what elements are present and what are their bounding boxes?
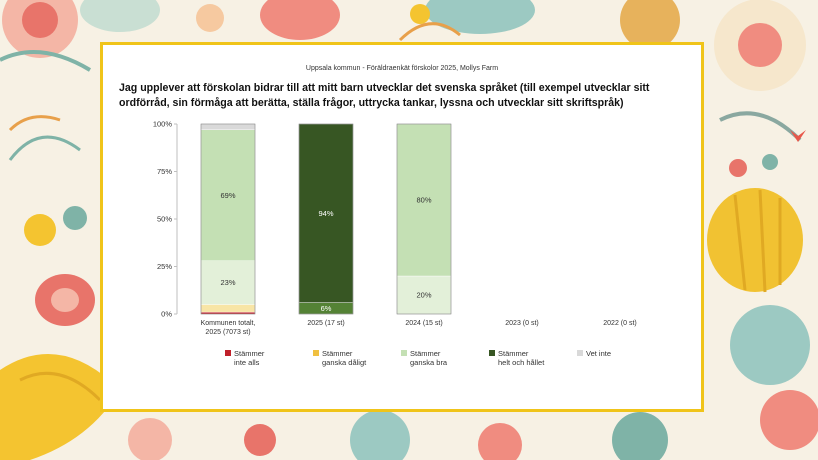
data-label: 20%: [416, 291, 431, 300]
x-tick-label: 2025 (7073 st): [205, 329, 250, 336]
x-tick-label: Kommunen totalt,: [201, 320, 256, 327]
legend-label: Stämmer: [234, 349, 265, 358]
y-tick-label: 25%: [157, 262, 172, 271]
legend-label: helt och hållet: [498, 358, 545, 367]
bar-segment: [200, 260, 256, 305]
legend-item: Stämmer helt och hållet: [489, 349, 544, 367]
legend-label: ganska bra: [410, 358, 448, 367]
legend-swatch: [489, 350, 495, 356]
y-tick-label: 0%: [161, 310, 172, 319]
bar-segment: [200, 304, 256, 313]
x-tick-label: 2024 (15 st): [405, 320, 442, 327]
bar-outline: [298, 123, 354, 315]
bar-segment: [396, 275, 452, 315]
bar-outline: [396, 123, 452, 315]
bar-segment: [396, 123, 452, 277]
decor-top-right-blossom-icon: [620, 0, 806, 142]
legend-item: Vet inte: [577, 349, 611, 358]
legend-label: Stämmer: [410, 349, 441, 358]
y-tick-label: 100%: [153, 120, 173, 129]
data-label: 80%: [416, 196, 431, 205]
chart-slide: Uppsala kommun - Föräldraenkät förskolor…: [100, 42, 704, 412]
legend-label: Stämmer: [498, 349, 529, 358]
legend-label: Vet inte: [586, 349, 612, 358]
decor-bottom-left-bird-icon: [0, 354, 172, 460]
chart-subtitle: Uppsala kommun - Föräldraenkät förskolor…: [305, 65, 499, 72]
data-label: 69%: [220, 191, 235, 200]
data-label: 94%: [318, 209, 333, 218]
decor-top-left-flower-icon: [0, 0, 160, 72]
data-label: 6%: [321, 304, 332, 313]
stacked-bar-chart: 0% 25% 50% 75% 100% 23% 69% Kommunen totalt, 202…: [153, 120, 637, 337]
legend-item: Stämmer ganska dåligt: [313, 349, 366, 367]
y-tick-label: 50%: [157, 215, 172, 224]
legend-swatch: [313, 350, 319, 356]
decor-right-pumpkin-icon: [707, 130, 818, 450]
x-tick-label: 2022 (0 st): [603, 320, 636, 327]
bar-segment: [200, 123, 256, 130]
bar-segment: [298, 123, 354, 303]
legend-label: ganska dåligt: [322, 358, 367, 367]
legend-label: inte alls: [234, 358, 260, 367]
x-tick-label: 2025 (17 st): [307, 320, 344, 327]
x-tick-label: 2023 (0 st): [505, 320, 538, 327]
legend-swatch: [401, 350, 407, 356]
legend-label: Stämmer: [322, 349, 353, 358]
bar-outline: [200, 123, 256, 315]
decor-left-flowers-icon: [8, 115, 95, 326]
legend-item: Stämmer inte alls: [225, 349, 264, 367]
decor-bottom-center-blooms-icon: [244, 410, 668, 460]
chart-title: Jag upplever att förskolan bidrar till a…: [119, 82, 650, 109]
y-tick-label: 75%: [157, 167, 172, 176]
legend-swatch: [577, 350, 583, 356]
legend-swatch: [225, 350, 231, 356]
legend-item: Stämmer ganska bra: [401, 349, 447, 367]
decor-top-center-leaves-icon: [196, 0, 535, 42]
data-label: 23%: [220, 278, 235, 287]
